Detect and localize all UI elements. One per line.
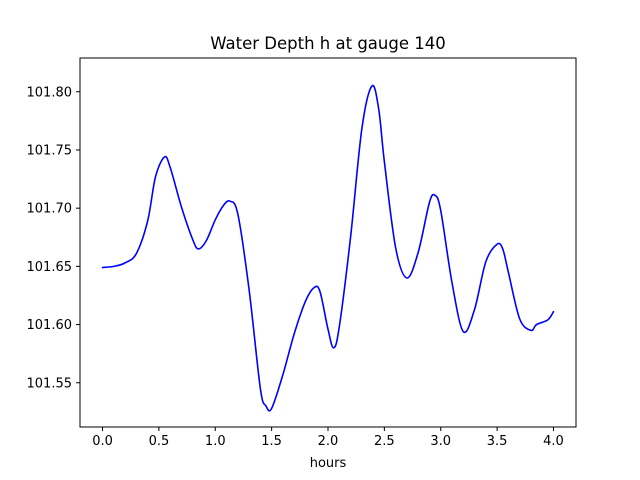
x-tick-label: 3.0: [430, 434, 451, 449]
plot-area-frame: [79, 57, 577, 428]
y-axis: 101.55 101.60 101.65 101.70 101.75 101.80: [27, 85, 80, 391]
water-depth-line: [101, 84, 555, 412]
x-tick-label: 0.0: [92, 434, 113, 449]
y-tick-label: 101.65: [27, 260, 73, 275]
x-tick-label: 2.5: [374, 434, 395, 449]
x-tick-label: 1.0: [205, 434, 226, 449]
y-tick-label: 101.80: [27, 85, 73, 100]
x-tick-label: 1.5: [261, 434, 282, 449]
y-tick-label: 101.70: [27, 202, 73, 217]
x-tick-label: 2.0: [318, 434, 339, 449]
y-tick-label: 101.60: [27, 318, 73, 333]
x-tick-label: 0.5: [149, 434, 170, 449]
x-tick-label: 3.5: [487, 434, 508, 449]
series-group: [101, 84, 555, 412]
y-tick-label: 101.55: [27, 376, 73, 391]
y-tick-label: 101.75: [27, 143, 73, 158]
chart-title: Water Depth h at gauge 140: [210, 34, 445, 53]
x-tick-label: 4.0: [543, 434, 564, 449]
x-axis: 0.0 0.5 1.0 1.5 2.0 2.5 3.0 3.5 4.0: [92, 427, 564, 449]
x-axis-label: hours: [310, 456, 347, 471]
